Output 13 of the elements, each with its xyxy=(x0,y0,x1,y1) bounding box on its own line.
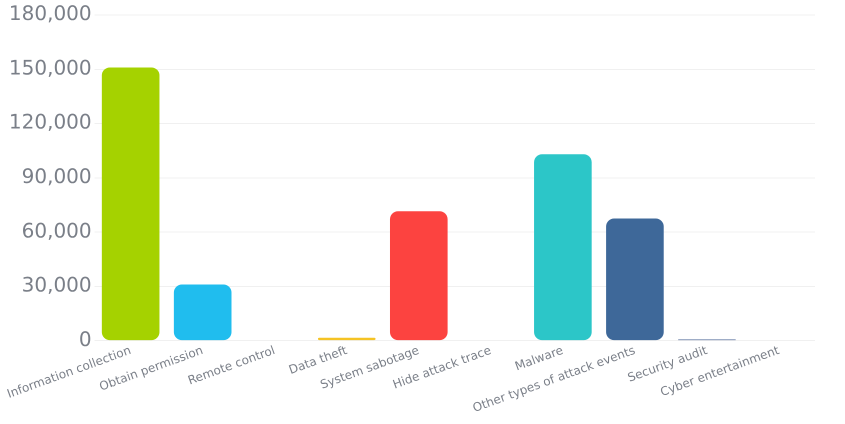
bar xyxy=(318,338,376,340)
bar xyxy=(102,67,160,340)
bar xyxy=(534,154,592,340)
y-tick-label: 30,000 xyxy=(22,272,92,297)
y-tick-label: 120,000 xyxy=(8,110,92,134)
y-tick-label: 150,000 xyxy=(8,55,92,80)
y-tick-label: 0 xyxy=(78,326,92,351)
bar xyxy=(606,218,664,340)
bar xyxy=(390,211,448,340)
y-tick-label: 180,000 xyxy=(8,1,92,26)
bar xyxy=(174,284,232,340)
y-tick-label: 90,000 xyxy=(22,164,92,188)
y-tick-label: 60,000 xyxy=(22,218,92,242)
